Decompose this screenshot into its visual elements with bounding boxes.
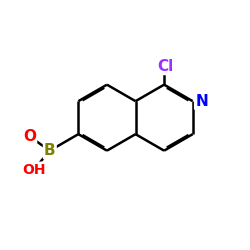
Text: O: O (23, 129, 36, 144)
Text: N: N (195, 94, 208, 109)
Text: Cl: Cl (157, 59, 174, 74)
Text: OH: OH (22, 163, 46, 177)
Text: B: B (44, 143, 56, 158)
